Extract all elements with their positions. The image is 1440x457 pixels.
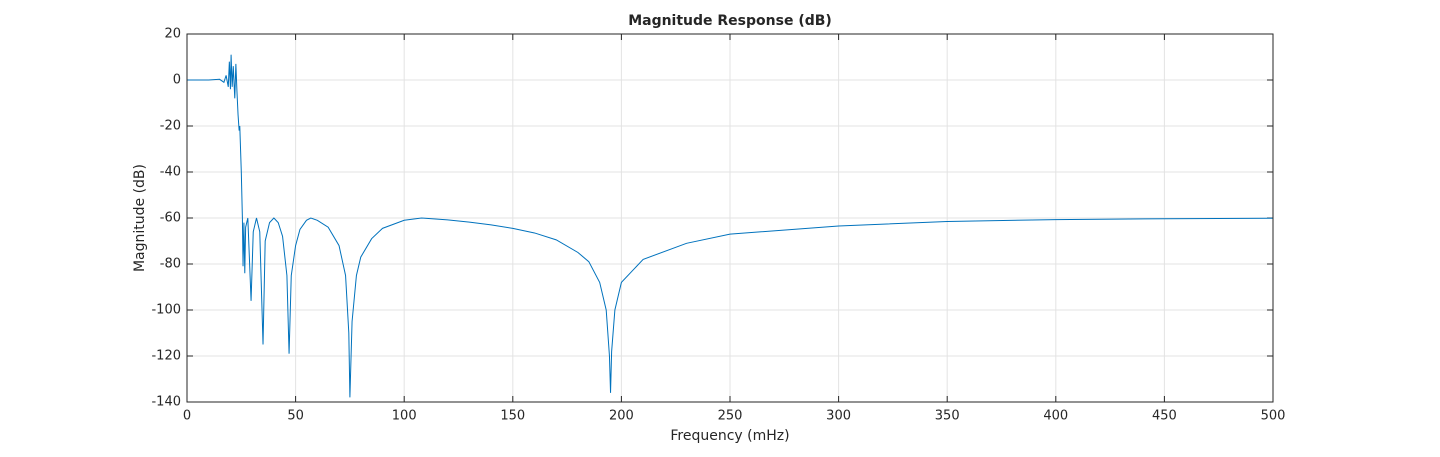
x-axis-label: Frequency (mHz)	[670, 428, 789, 444]
chart-title: Magnitude Response (dB)	[628, 13, 832, 29]
y-tick-label: -60	[160, 211, 181, 226]
y-tick-label: -20	[160, 119, 181, 134]
y-tick-label: -80	[160, 257, 181, 272]
x-tick-label: 50	[287, 409, 304, 424]
x-tick-label: 400	[1043, 409, 1068, 424]
x-tick-label: 150	[500, 409, 525, 424]
x-tick-label: 250	[718, 409, 743, 424]
x-tick-label: 200	[609, 409, 634, 424]
x-tick-label: 100	[392, 409, 417, 424]
y-axis-label: Magnitude (dB)	[132, 164, 148, 272]
axes-box	[186, 33, 1274, 403]
x-tick-label: 0	[183, 409, 191, 424]
y-tick-label: -120	[151, 349, 181, 364]
data-line	[187, 54, 1274, 398]
y-tick-label: -100	[151, 303, 181, 318]
x-tick-label: 300	[826, 409, 851, 424]
y-tick-label: 0	[173, 73, 181, 88]
y-tick-label: -40	[160, 165, 181, 180]
y-tick-label: -140	[151, 395, 181, 410]
plot	[187, 54, 1274, 398]
x-tick-label: 450	[1152, 409, 1177, 424]
x-tick-label: 350	[935, 409, 960, 424]
x-tick-label: 500	[1261, 409, 1286, 424]
y-tick-label: 20	[164, 27, 181, 42]
